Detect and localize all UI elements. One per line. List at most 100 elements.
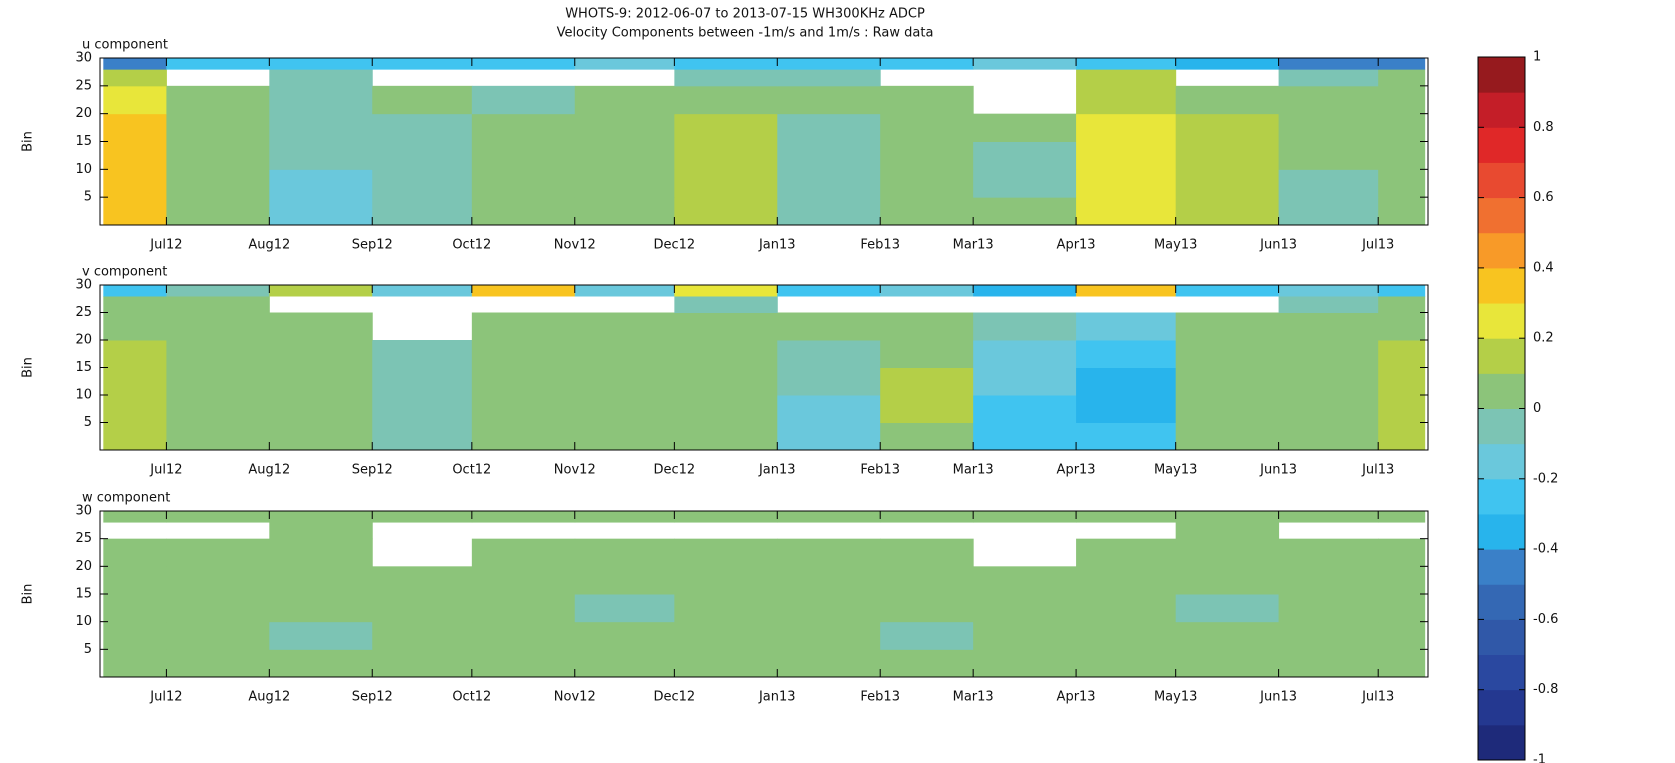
heatmap-cell [269, 58, 373, 70]
x-tick-label: Jun13 [1259, 690, 1297, 705]
colorbar-tick-label: -1 [1533, 753, 1546, 763]
heatmap-cell [674, 113, 778, 142]
colorbar-segment [1478, 689, 1525, 726]
heatmap-cell [372, 169, 473, 198]
x-tick-label: Jul13 [1361, 690, 1394, 705]
heatmap-cell [103, 538, 167, 567]
heatmap-cell [1378, 141, 1426, 170]
y-tick-label: 20 [75, 106, 92, 121]
heatmap-cell [372, 367, 473, 396]
colorbar-segment [1478, 162, 1525, 199]
heatmap-cell [777, 395, 881, 423]
heatmap-cell [777, 422, 881, 451]
heatmap-cell [166, 169, 270, 198]
colorbar-segment [1478, 232, 1525, 269]
heatmap-cell [166, 296, 270, 313]
heatmap-cell [372, 566, 473, 595]
heatmap-cell [372, 197, 473, 226]
heatmap-cell [1175, 594, 1280, 623]
heatmap-cell [1378, 197, 1426, 226]
heatmap-cell [674, 367, 778, 396]
heatmap-cell [166, 113, 270, 142]
heatmap-cell [103, 113, 167, 142]
heatmap-cell [973, 169, 1077, 198]
x-tick-label: Nov12 [554, 690, 596, 705]
heatmap-cell [674, 395, 778, 423]
heatmap-cell [1378, 285, 1426, 297]
heatmap-cell [471, 113, 576, 142]
heatmap-cell [103, 197, 167, 226]
x-tick-label: Jul12 [149, 463, 182, 478]
heatmap-cell [471, 367, 576, 396]
heatmap-cell [103, 312, 167, 341]
x-tick-label: May13 [1154, 238, 1197, 253]
heatmap-cell [1175, 285, 1280, 297]
heatmap-cell [471, 285, 576, 297]
heatmap-cell [1175, 621, 1280, 650]
colorbar-tick-label: -0.8 [1533, 682, 1558, 697]
heatmap-cell [777, 312, 881, 341]
y-tick-label: 25 [75, 78, 92, 93]
heatmap-cell [880, 649, 974, 678]
x-tick-label: Jun13 [1259, 463, 1297, 478]
heatmap-cell [973, 511, 1077, 523]
colorbar-segment [1478, 478, 1525, 515]
heatmap-cell [777, 621, 881, 650]
y-tick-label: 30 [75, 51, 92, 66]
heatmap-cell [574, 85, 675, 115]
colorbar-segment [1478, 584, 1525, 620]
colorbar-segment [1478, 549, 1525, 585]
heatmap-cell [880, 340, 974, 368]
x-tick-label: Mar13 [953, 690, 994, 705]
colorbar-segment [1478, 513, 1525, 550]
heatmap-cell [103, 395, 167, 423]
heatmap-cell [471, 169, 576, 198]
heatmap-cell [973, 566, 1077, 595]
heatmap-cell [269, 649, 373, 678]
x-tick-label: Oct12 [452, 690, 491, 705]
heatmap-cell [372, 395, 473, 423]
heatmap-cell [674, 69, 778, 87]
heatmap-cell [103, 85, 167, 115]
heatmap-cell [1278, 312, 1379, 341]
heatmap-cell [574, 538, 675, 567]
heatmap-cell [880, 422, 974, 451]
heatmap-cell [269, 621, 373, 650]
heatmap-cell [471, 197, 576, 226]
heatmap-cell [1076, 113, 1177, 142]
y-tick-label: 5 [84, 642, 92, 657]
heatmap-cell [574, 141, 675, 170]
y-tick-label: 20 [75, 559, 92, 574]
x-tick-label: May13 [1154, 463, 1197, 478]
y-tick-label: 10 [75, 388, 92, 403]
x-tick-label: Apr13 [1057, 463, 1096, 478]
heatmap-cell [777, 594, 881, 623]
heatmap-cell [574, 113, 675, 142]
heatmap-cell [674, 169, 778, 198]
heatmap-cell [777, 340, 881, 368]
x-tick-label: Feb13 [860, 238, 900, 253]
heatmap-cell [1378, 85, 1426, 115]
heatmap-cell [880, 169, 974, 198]
heatmap-cell [1175, 85, 1280, 115]
heatmap-cell [777, 566, 881, 595]
heatmap-cell [574, 58, 675, 70]
colorbar-tick-label: 0.8 [1533, 120, 1554, 135]
heatmap-cell [973, 197, 1077, 226]
heatmap-cell [1175, 169, 1280, 198]
colorbar-tick-label: 0.4 [1533, 260, 1554, 275]
heatmap-cell [166, 340, 270, 368]
heatmap-cell [372, 594, 473, 623]
heatmap-cell [880, 85, 974, 115]
heatmap-cell [372, 649, 473, 678]
figure-title: WHOTS-9: 2012-06-07 to 2013-07-15 WH300K… [565, 7, 925, 22]
heatmap-cell [166, 141, 270, 170]
heatmap-cell [777, 113, 881, 142]
heatmap-cell [103, 58, 167, 70]
heatmap-cell [166, 395, 270, 423]
heatmap-cell [574, 395, 675, 423]
heatmap-cell [1278, 69, 1379, 87]
y-tick-label: 20 [75, 333, 92, 348]
heatmap-cell [777, 649, 881, 678]
x-tick-label: Dec12 [654, 238, 696, 253]
